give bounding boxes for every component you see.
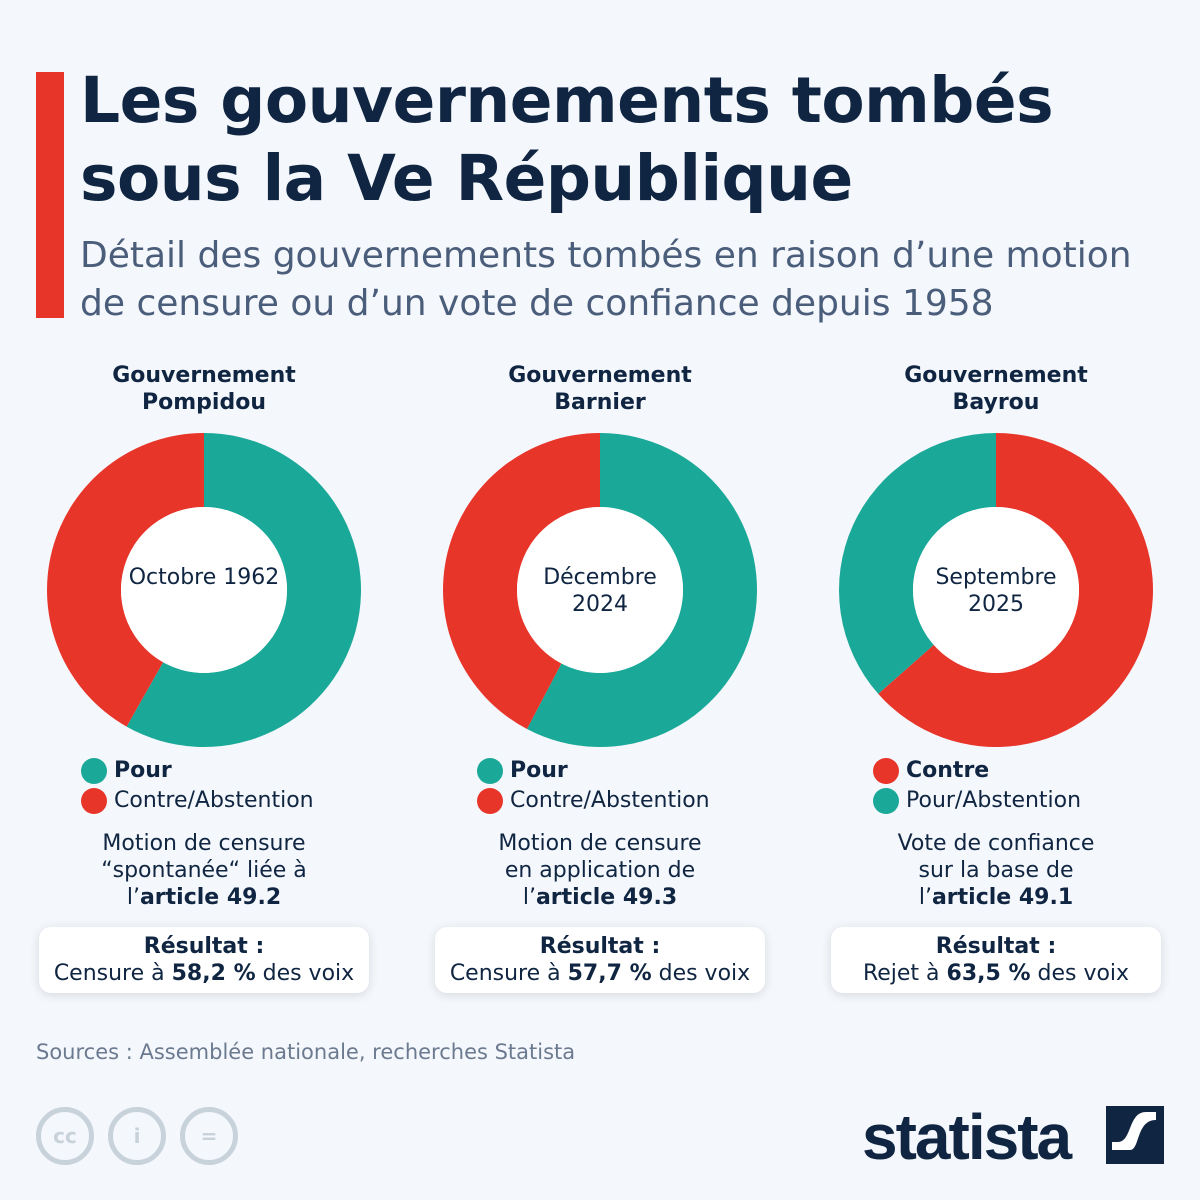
legend-swatch bbox=[873, 758, 899, 784]
donut-slice-pour bbox=[526, 433, 757, 747]
donut-chart-0: Gouvernement Pompidou Octobre 1962 Pour C… bbox=[6, 362, 402, 993]
statista-logo-mark bbox=[1106, 1106, 1164, 1164]
legend-label: Contre bbox=[906, 758, 990, 783]
donut-slice-contre-abstention bbox=[47, 433, 204, 727]
legend-label: Contre/Abstention bbox=[510, 788, 710, 813]
legend-swatch bbox=[477, 788, 503, 814]
no-derivatives-icon[interactable]: = bbox=[180, 1107, 238, 1165]
chart-description: Motion de censure en application de l’ar… bbox=[402, 830, 798, 911]
legend-label: Pour/Abstention bbox=[906, 788, 1082, 813]
donut-hole bbox=[913, 507, 1079, 673]
legend-label: Pour bbox=[510, 758, 568, 783]
chart-title: Gouvernement Pompidou bbox=[112, 363, 296, 415]
donut-slice-contre-abstention bbox=[442, 433, 600, 729]
legend-label: Pour bbox=[114, 758, 172, 783]
donut-svg bbox=[839, 433, 1153, 747]
result-value: 63,5 % bbox=[946, 961, 1031, 986]
legend: Pour Contre/Abstention bbox=[81, 756, 402, 816]
result-suffix: des voix bbox=[1030, 961, 1130, 986]
statista-logo[interactable]: statista bbox=[862, 1101, 1072, 1173]
description-text: Vote de confiance sur la base de l’ bbox=[897, 831, 1095, 910]
legend: Pour Contre/Abstention bbox=[477, 756, 798, 816]
source-note: Sources : Assemblée nationale, recherche… bbox=[36, 1040, 576, 1064]
description-article: article 49.3 bbox=[535, 885, 678, 910]
chart-description: Vote de confiance sur la base de l’artic… bbox=[798, 830, 1194, 911]
description-text: Motion de censure “spontanée“ liée à l’ bbox=[101, 831, 307, 910]
donut-chart-2: Gouvernement Bayrou Septembre 2025 Contr… bbox=[798, 362, 1194, 993]
legend-item: Pour bbox=[81, 756, 402, 786]
donut-svg bbox=[47, 433, 361, 747]
result-box: Résultat : Censure à 57,7 % des voix bbox=[435, 927, 765, 993]
result-text: Censure à bbox=[449, 961, 568, 986]
result-box: Résultat : Censure à 58,2 % des voix bbox=[39, 927, 369, 993]
result-label: Résultat : bbox=[143, 934, 265, 959]
legend-item: Pour bbox=[477, 756, 798, 786]
legend-swatch bbox=[81, 758, 107, 784]
description-article: article 49.1 bbox=[931, 885, 1074, 910]
center-label: Septembre 2025 bbox=[935, 565, 1057, 617]
donut-slice-contre bbox=[878, 433, 1153, 747]
result-value: 57,7 % bbox=[567, 961, 652, 986]
result-box: Résultat : Rejet à 63,5 % des voix bbox=[831, 927, 1161, 993]
legend-item: Contre/Abstention bbox=[81, 786, 402, 816]
legend-item: Pour/Abstention bbox=[873, 786, 1194, 816]
donut-hole bbox=[121, 507, 287, 673]
legend: Contre Pour/Abstention bbox=[873, 756, 1194, 816]
attribution-icon[interactable]: i bbox=[108, 1107, 166, 1165]
legend-swatch bbox=[81, 788, 107, 814]
donut-svg bbox=[442, 433, 757, 747]
result-text: Rejet à bbox=[862, 961, 947, 986]
result-suffix: des voix bbox=[255, 961, 355, 986]
legend-label: Contre/Abstention bbox=[114, 788, 314, 813]
donut-slice-pour bbox=[126, 433, 361, 747]
legend-swatch bbox=[477, 758, 503, 784]
donut-chart-1: Gouvernement Barnier Décembre 2024 Pour C… bbox=[402, 362, 798, 993]
legend-item: Contre/Abstention bbox=[477, 786, 798, 816]
donut-hole bbox=[517, 507, 683, 673]
center-label: Décembre 2024 bbox=[543, 565, 657, 617]
donut-slice-pour-abstention bbox=[839, 433, 996, 694]
cc-icon[interactable]: cc bbox=[36, 1107, 94, 1165]
subtitle: Détail des gouvernements tombés en raiso… bbox=[80, 235, 1132, 324]
result-text: Censure à bbox=[53, 961, 172, 986]
accent-bar bbox=[36, 72, 64, 318]
chart-title: Gouvernement Bayrou bbox=[904, 363, 1088, 415]
page-title: Les gouvernements tombés sous la Ve Répu… bbox=[80, 64, 1054, 215]
chart-description: Motion de censure “spontanée“ liée à l’a… bbox=[6, 830, 402, 911]
legend-item: Contre bbox=[873, 756, 1194, 786]
result-label: Résultat : bbox=[935, 934, 1057, 959]
result-value: 58,2 % bbox=[171, 961, 256, 986]
legend-swatch bbox=[873, 788, 899, 814]
result-label: Résultat : bbox=[539, 934, 661, 959]
description-article: article 49.2 bbox=[139, 885, 282, 910]
center-label: Octobre 1962 bbox=[128, 565, 280, 590]
result-suffix: des voix bbox=[651, 961, 751, 986]
description-text: Motion de censure en application de l’ bbox=[498, 831, 702, 910]
chart-title: Gouvernement Barnier bbox=[508, 363, 692, 415]
